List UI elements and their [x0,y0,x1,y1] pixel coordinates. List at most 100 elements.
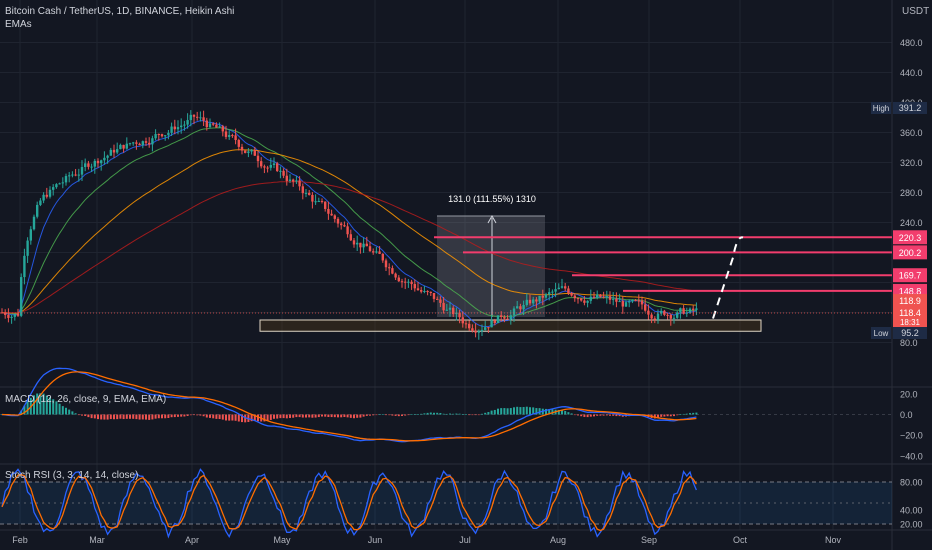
candle-body [669,314,672,319]
candle-body [160,134,164,137]
stoch-title[interactable]: Stoch RSI (3, 3, 14, 14, close) [5,470,139,481]
macd-histogram-bar [513,407,515,415]
macd-histogram-bar [525,406,528,415]
y-tick-label: 440.0 [900,68,923,78]
candle-body [68,175,71,177]
candle-body [20,277,23,316]
candle-body [148,142,151,145]
x-tick-label: Jun [368,535,383,545]
candle-body [474,330,477,333]
candle-body [167,132,170,136]
currency-label: USDT [902,6,930,17]
candle-body [356,242,359,245]
candle-body [260,161,263,167]
macd-histogram-bar [263,414,266,422]
macd-histogram-bar [167,414,170,419]
macd-histogram-bar [55,401,58,415]
candle-body [368,246,372,252]
indicator-label[interactable]: EMAs [5,19,32,30]
macd-title[interactable]: MACD (12, 26, close, 9, EMA, EMA) [5,394,167,405]
candle-body [455,312,458,315]
macd-histogram-bar [42,393,45,415]
macd-histogram-bar [65,407,67,415]
macd-histogram-bar [493,409,496,415]
candle-body [314,201,317,203]
candle-body [48,189,52,197]
candle-body [400,281,404,283]
candle-body [612,298,615,300]
candle-body [269,165,272,168]
candle-body [52,187,55,190]
macd-histogram-bar [250,414,253,422]
macd-histogram-bar [561,410,563,415]
candle-body [602,296,605,298]
macd-histogram-bar [135,414,138,420]
macd-histogram-bar [490,410,493,415]
macd-histogram-bar [164,414,167,419]
macd-histogram-bar [292,414,295,418]
candle-body [407,281,410,283]
candle-body [583,300,586,303]
macd-histogram-bar [39,393,42,415]
macd-histogram-bar [397,414,400,417]
macd-histogram-bar [426,412,429,415]
candle-body [84,163,87,168]
macd-histogram-bar [535,408,538,415]
macd-histogram-bar [87,414,90,418]
macd-histogram-bar [439,413,442,415]
macd-histogram-bar [241,414,243,423]
candle-body [464,323,468,325]
macd-histogram-bar [375,414,378,416]
candle-body [186,120,189,125]
candle-body [324,201,327,209]
candle-body [650,314,653,319]
macd-histogram-bar [372,414,375,416]
macd-line [1,367,697,443]
macd-histogram-bar [503,408,506,415]
macd-histogram-bar [660,414,663,417]
macd-histogram-bar [413,414,416,415]
candle-body [365,243,368,247]
candle-body [250,149,253,152]
candle-body [122,144,125,149]
macd-histogram-bar [689,413,691,415]
candle-body [685,312,688,314]
candle-body [272,163,276,166]
candle-body [436,298,439,300]
candle-body [493,320,496,324]
candle-body [608,296,612,300]
candle-body [183,124,186,126]
macd-histogram-bar [583,414,586,417]
macd-histogram-bar [570,413,573,415]
measure-arrowhead [487,214,497,224]
macd-histogram-bar [404,414,407,416]
macd-histogram-bar [487,412,490,415]
candle-body [384,260,388,268]
candle-body [362,243,365,248]
candle-body [688,308,692,313]
candle-body [266,167,269,169]
candle-body [640,300,644,305]
macd-histogram-bar [129,414,131,419]
macd-histogram-bar [209,414,211,418]
macd-histogram-bar [669,414,672,417]
candle-body [503,317,506,319]
candle-body [90,166,93,168]
stoch-k-line [1,468,697,539]
candle-body [116,149,119,153]
candle-body [631,300,634,302]
candle-body [320,201,324,203]
macd-histogram-bar [340,414,343,418]
stoch-y-tick: 20.00 [900,520,923,530]
candle-body [637,300,640,302]
macd-histogram-bar [433,412,435,415]
candle-body [676,312,679,318]
macd-histogram-bar [477,414,480,416]
candle-body [525,299,528,306]
candle-body [468,323,471,329]
macd-histogram-bar [423,413,426,415]
candle-body [554,289,557,292]
candle-body [477,331,480,333]
macd-histogram-bar [228,414,231,421]
